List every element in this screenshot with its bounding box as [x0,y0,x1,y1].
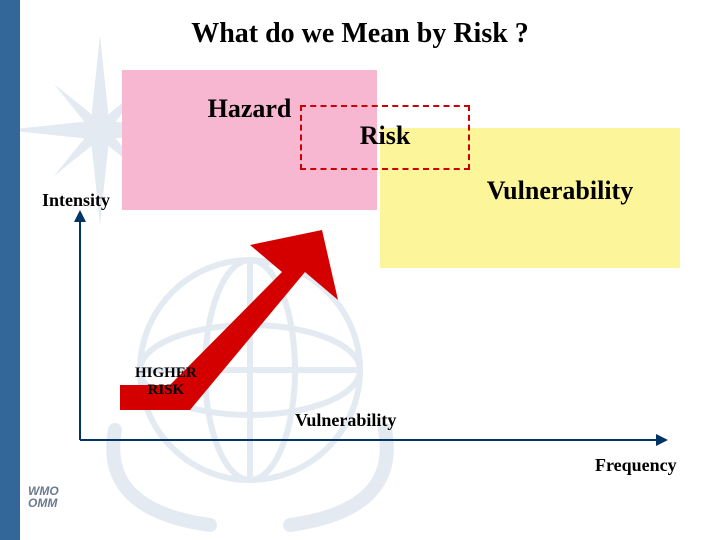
vulnerability-label: Vulnerability [440,176,680,206]
frequency-axis-label: Frequency [595,455,677,476]
slide-title: What do we Mean by Risk ? [191,18,529,50]
risk-label: Risk [302,121,468,151]
graph-vulnerability-label: Vulnerability [295,410,396,431]
left-color-strip [0,0,20,540]
risk-box: Risk [300,105,470,170]
risk-graph: HIGHER RISK Vulnerability Frequency [40,210,680,490]
intensity-axis-label: Intensity [42,190,110,211]
higher-risk-label: HIGHER RISK [135,365,197,398]
graph-svg [40,210,680,490]
wmo-logo-text: WMO OMM [28,485,59,510]
